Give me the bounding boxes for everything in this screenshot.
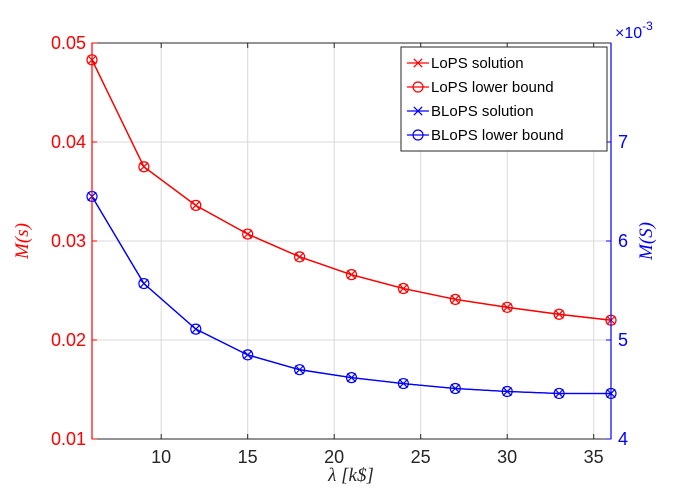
y-left-tick-label: 0.02: [51, 330, 86, 350]
data-point: [294, 251, 306, 263]
series-4: [86, 190, 617, 400]
series-line: [91, 196, 611, 395]
x-tick-label: 35: [584, 447, 604, 467]
legend-label: LoPS solution: [431, 55, 524, 72]
legend-label: BLoPS lower bound: [431, 127, 564, 144]
y-left-tick-label: 0.01: [51, 429, 86, 449]
legend-label: BLoPS solution: [431, 103, 534, 120]
y-left-tick-label: 0.03: [51, 231, 86, 251]
y-right-tick-label: 7: [618, 132, 628, 152]
legend-entry: BLoPS solution: [407, 103, 534, 120]
x-axis-label: λ [k$]: [327, 465, 374, 486]
data-point: [397, 377, 409, 390]
legend-swatch-marker: [413, 106, 423, 116]
x-tick-label: 20: [324, 447, 344, 467]
y-left-tick-label: 0.05: [51, 33, 86, 53]
data-point: [345, 269, 358, 281]
data-point: [190, 199, 202, 211]
y-right-tick-label: 5: [618, 330, 628, 350]
multiplier-base: ×10: [615, 25, 642, 42]
x-tick-label: 10: [151, 447, 171, 467]
data-point: [501, 301, 513, 313]
y-left-axis-label: M(s): [12, 223, 33, 260]
data-point: [242, 349, 254, 361]
data-point: [553, 308, 565, 320]
data-point: [138, 277, 150, 290]
data-point: [242, 228, 254, 240]
legend-swatch-marker-stroke: [413, 106, 423, 116]
data-point: [397, 282, 409, 295]
data-point: [190, 323, 202, 335]
series-line: [91, 59, 612, 321]
legend-swatch-marker: [413, 58, 423, 68]
y-right-axis-label: M(S): [636, 222, 657, 261]
legend-label: LoPS lower bound: [431, 79, 554, 96]
data-point: [345, 372, 358, 384]
x-tick-label: 25: [411, 447, 431, 467]
legend: LoPS solution LoPS lower bound BLoPS solut…: [400, 46, 608, 152]
data-point: [501, 385, 513, 398]
y-right-tick-label: 6: [618, 231, 628, 251]
y-right-tick-label: 4: [618, 429, 628, 449]
legend-entry: LoPS lower bound: [407, 79, 554, 96]
series-2: [86, 54, 617, 326]
ticks: 10 15 20 25 30 35 0.01 0.02 0.03 0.04 0.05 4 5 6 7: [51, 33, 628, 467]
data-point: [449, 293, 461, 306]
legend-entry: BLoPS lower bound: [407, 127, 564, 144]
legend-swatch-marker: [412, 81, 424, 93]
data-point: [294, 364, 306, 376]
x-tick-label: 15: [238, 447, 258, 467]
x-tick-label: 30: [497, 447, 517, 467]
right-axis-multiplier: ×10-3: [615, 19, 653, 42]
data-point: [449, 382, 461, 395]
data-point: [138, 161, 150, 173]
legend-entry: LoPS solution: [407, 55, 524, 72]
series-lines: [86, 54, 617, 400]
legend-box: [400, 46, 608, 152]
legend-swatch-marker-stroke: [413, 58, 423, 68]
series-3: [87, 191, 616, 399]
series-line: [91, 196, 611, 395]
y-left-tick-label: 0.04: [51, 132, 86, 152]
legend-swatch-marker: [412, 129, 424, 141]
data-point: [553, 387, 565, 400]
multiplier-exponent: -3: [642, 19, 653, 33]
